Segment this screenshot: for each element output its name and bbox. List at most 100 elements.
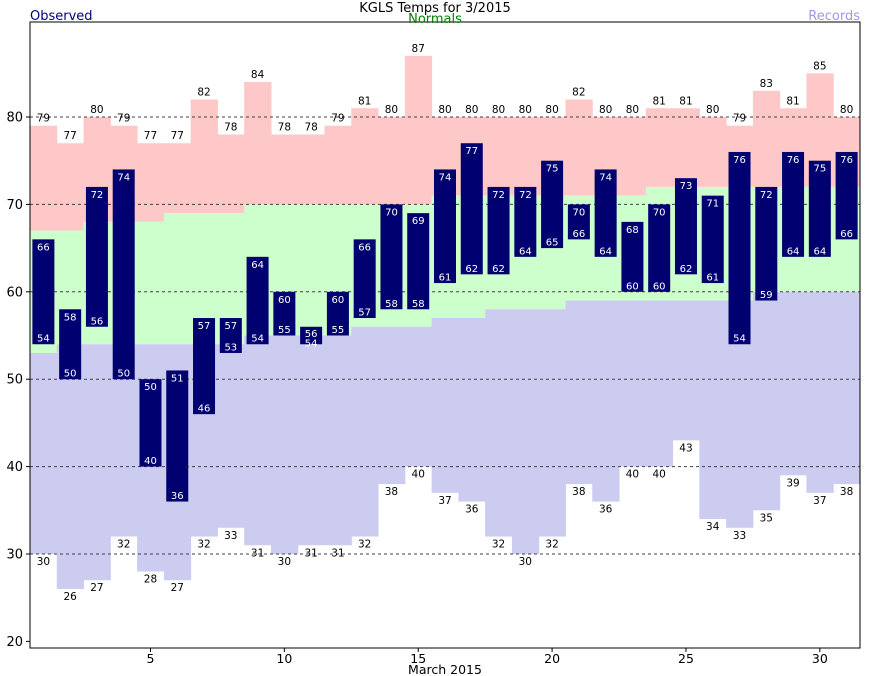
bar-high-label: 72 xyxy=(760,190,773,201)
temp-bar-day-26 xyxy=(701,195,724,284)
normal-band xyxy=(297,204,326,336)
bar-low-label: 61 xyxy=(439,273,452,284)
record-high-label: 78 xyxy=(304,121,317,133)
bar-high-label: 50 xyxy=(144,382,157,393)
record-high-band xyxy=(190,99,218,214)
bar-low-label: 62 xyxy=(465,264,478,275)
record-high-label: 79 xyxy=(331,113,344,125)
bar-high-label: 68 xyxy=(626,225,639,236)
record-high-label: 80 xyxy=(385,104,398,116)
record-low-label: 32 xyxy=(117,539,130,551)
record-low-band xyxy=(244,335,272,546)
record-low-label: 37 xyxy=(813,495,826,507)
record-high-band xyxy=(511,117,540,196)
record-low-label: 30 xyxy=(519,556,532,568)
bar-high-label: 64 xyxy=(251,260,264,271)
record-low-band xyxy=(806,291,834,493)
bar-high-label: 74 xyxy=(439,172,452,183)
temp-bar-day-24 xyxy=(648,204,671,292)
y-tick-label: 80 xyxy=(6,111,23,126)
bar-high-label: 74 xyxy=(599,172,612,183)
bar-high-label: 70 xyxy=(573,207,586,218)
record-low-band xyxy=(619,300,647,467)
record-high-band xyxy=(324,125,352,205)
record-high-label: 83 xyxy=(760,78,773,90)
record-low-band xyxy=(779,291,807,476)
record-high-label: 81 xyxy=(786,95,799,107)
bar-low-label: 56 xyxy=(91,316,104,327)
record-high-label: 82 xyxy=(197,87,210,99)
record-low-label: 37 xyxy=(438,495,451,507)
bar-low-label: 50 xyxy=(64,369,77,380)
record-high-label: 85 xyxy=(813,60,826,72)
record-low-label: 32 xyxy=(197,539,210,551)
record-high-band xyxy=(378,117,406,205)
y-tick-label: 50 xyxy=(6,373,23,388)
legend-records: Records xyxy=(808,9,860,24)
record-low-band xyxy=(672,300,700,441)
record-low-band xyxy=(270,335,299,554)
record-low-label: 26 xyxy=(63,591,77,603)
record-low-label: 40 xyxy=(412,469,425,481)
record-low-label: 32 xyxy=(358,539,371,551)
normal-band xyxy=(163,213,192,345)
bar-high-label: 51 xyxy=(171,373,184,384)
bar-high-label: 76 xyxy=(787,155,800,166)
chart-title: KGLS Temps for 3/2015 xyxy=(359,1,511,16)
bar-low-label: 62 xyxy=(680,264,693,275)
temp-bar-day-22 xyxy=(594,169,617,257)
record-low-label: 31 xyxy=(251,547,264,559)
bar-low-label: 54 xyxy=(733,334,746,345)
record-low-label: 35 xyxy=(760,512,773,524)
bar-high-label: 77 xyxy=(465,146,478,157)
record-low-label: 31 xyxy=(331,547,344,559)
record-low-band xyxy=(511,309,540,554)
record-low-label: 38 xyxy=(572,486,585,498)
record-low-label: 36 xyxy=(599,504,613,516)
temp-bar-day-9 xyxy=(246,256,269,345)
record-high-label: 80 xyxy=(626,104,639,116)
record-low-band xyxy=(324,335,352,546)
record-high-label: 80 xyxy=(599,104,612,116)
temp-bar-day-25 xyxy=(674,178,697,275)
x-tick-label: 5 xyxy=(147,651,155,666)
record-low-label: 32 xyxy=(545,539,558,551)
record-low-band xyxy=(297,335,326,546)
record-high-band xyxy=(565,99,593,196)
plot-frame xyxy=(29,21,861,649)
bar-low-label: 60 xyxy=(653,281,666,292)
bar-high-label: 60 xyxy=(278,295,291,306)
record-high-band xyxy=(752,90,781,187)
temp-bar-day-19 xyxy=(514,186,537,257)
record-low-band xyxy=(431,318,459,493)
temp-bar-day-16 xyxy=(434,169,456,284)
record-high-band xyxy=(619,117,647,196)
record-low-label: 38 xyxy=(385,486,398,498)
temp-bar-day-10 xyxy=(273,291,296,336)
x-tick-label: 20 xyxy=(544,651,560,666)
record-low-band xyxy=(699,300,727,520)
record-high-label: 81 xyxy=(679,95,692,107)
record-low-band xyxy=(645,300,674,467)
bar-low-label: 64 xyxy=(599,246,612,257)
temp-bar-day-6 xyxy=(166,370,189,502)
bar-high-label: 60 xyxy=(332,295,345,306)
temp-bar-day-13 xyxy=(353,239,376,319)
record-low-label: 34 xyxy=(706,521,720,533)
temp-bar-day-2 xyxy=(59,309,82,380)
bar-low-label: 57 xyxy=(358,308,371,319)
record-high-label: 80 xyxy=(519,104,532,116)
record-high-band xyxy=(404,55,433,205)
record-high-band xyxy=(217,134,245,214)
temp-bar-day-27 xyxy=(728,151,751,345)
record-high-band xyxy=(56,143,85,231)
bar-high-label: 56 xyxy=(305,329,318,340)
bar-high-label: 76 xyxy=(733,155,746,166)
bar-low-label: 36 xyxy=(171,491,184,502)
temp-bar-day-17 xyxy=(460,143,483,275)
bar-low-label: 58 xyxy=(385,299,398,310)
record-high-band xyxy=(163,143,192,214)
record-low-band xyxy=(458,318,486,502)
bar-low-label: 65 xyxy=(546,238,559,249)
